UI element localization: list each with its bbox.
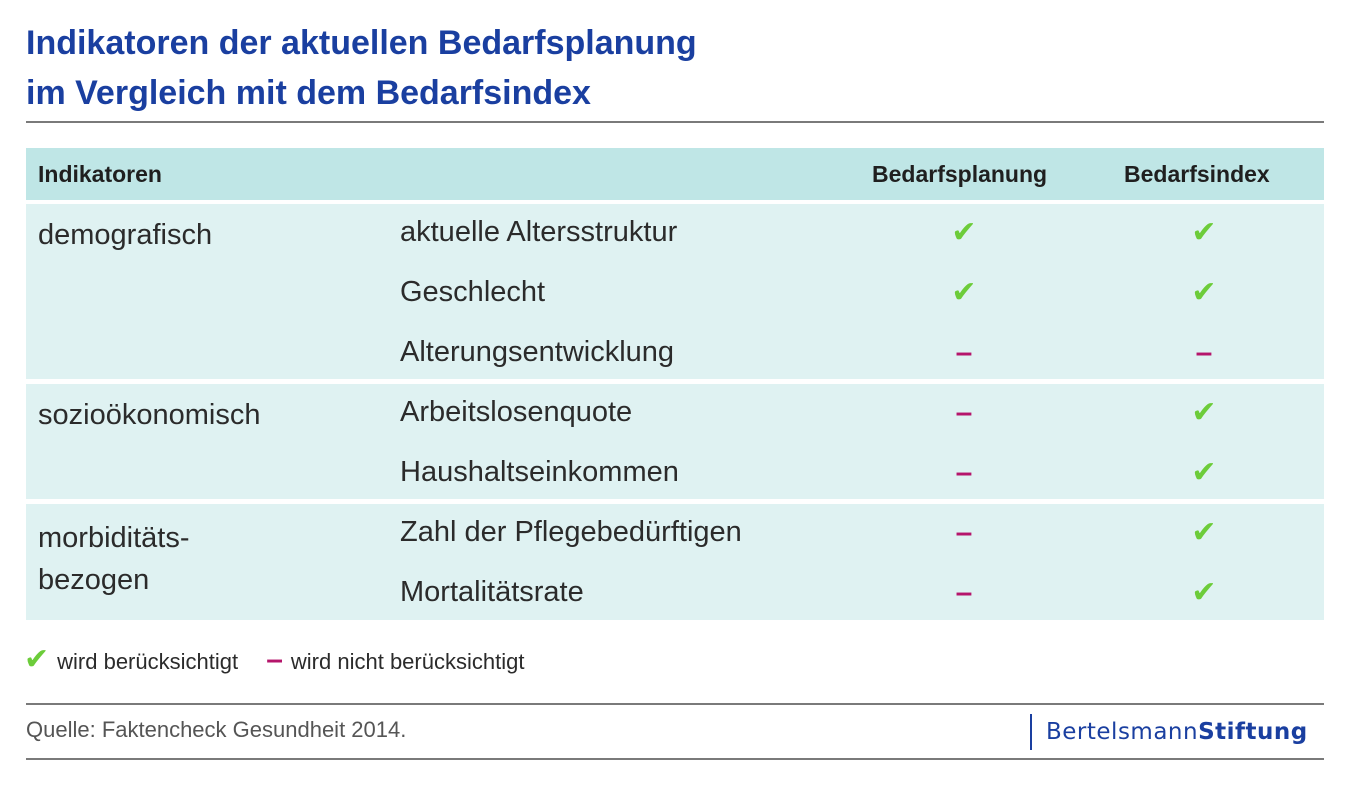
title-line-1: Indikatoren der aktuellen Bedarfsplanung <box>26 24 697 62</box>
table-row: Alterungsentwicklung – – <box>398 324 1324 379</box>
group-label: demografisch <box>38 219 213 251</box>
table-row: aktuelle Altersstruktur ✔ ✔ <box>398 204 1324 261</box>
check-icon: ✔ <box>1191 576 1217 609</box>
row-label: Zahl der Pflegebedürftigen <box>400 516 742 548</box>
page-title: Indikatoren der aktuellen Bedarfsplanung… <box>26 18 1126 118</box>
dash-icon: – <box>1195 336 1213 369</box>
group-label-line-2: bezogen <box>38 564 150 596</box>
divider-bottom-1 <box>26 703 1324 705</box>
dash-icon: – <box>955 456 973 489</box>
table-row: Geschlecht ✔ ✔ <box>398 264 1324 321</box>
check-icon: ✔ <box>1191 276 1217 309</box>
check-icon: ✔ <box>951 216 977 249</box>
check-icon: ✔ <box>1191 456 1217 489</box>
row-label: Mortalitätsrate <box>400 576 584 608</box>
row-label: Arbeitslosenquote <box>400 396 633 428</box>
dash-icon: – <box>955 516 973 549</box>
legend-check-text: wird berücksichtigt <box>57 649 239 674</box>
header-indicators: Indikatoren <box>38 161 162 187</box>
row-label: aktuelle Altersstruktur <box>400 216 678 248</box>
check-icon: ✔ <box>1191 396 1217 429</box>
bertelsmann-stiftung-logo: BertelsmannStiftung <box>1030 714 1308 750</box>
divider-top <box>26 121 1324 123</box>
logo-part-1: Bertelsmann <box>1046 719 1199 745</box>
table-row: Arbeitslosenquote – ✔ <box>398 384 1324 441</box>
source-note: Quelle: Faktencheck Gesundheit 2014. <box>26 717 407 742</box>
dash-icon: – <box>266 643 283 676</box>
header-bedarfsindex: Bedarfsindex <box>1124 161 1270 187</box>
table-row: Haushaltseinkommen – ✔ <box>398 444 1324 499</box>
check-icon: ✔ <box>1191 516 1217 549</box>
header-bedarfsplanung: Bedarfsplanung <box>872 161 1048 187</box>
logo-part-2: Stiftung <box>1198 719 1308 745</box>
title-line-2: im Vergleich mit dem Bedarfsindex <box>26 74 591 112</box>
check-icon: ✔ <box>24 643 50 676</box>
row-label: Alterungsentwicklung <box>400 336 675 368</box>
legend: ✔ wird berücksichtigt – wird nicht berücks… <box>24 640 524 680</box>
group-label-line-1: morbiditäts- <box>38 522 190 554</box>
row-label: Haushaltseinkommen <box>400 456 679 488</box>
dash-icon: – <box>955 576 973 609</box>
group-label: sozioökonomisch <box>38 399 261 431</box>
legend-dash-text: wird nicht berücksichtigt <box>290 649 525 674</box>
table-header: Indikatoren Bedarfsplanung Bedarfsindex <box>26 148 1324 200</box>
dash-icon: – <box>955 336 973 369</box>
row-label: Geschlecht <box>400 276 546 308</box>
check-icon: ✔ <box>951 276 977 309</box>
divider-bottom-2 <box>26 758 1324 760</box>
check-icon: ✔ <box>1191 216 1217 249</box>
dash-icon: – <box>955 396 973 429</box>
table-row: Zahl der Pflegebedürftigen – ✔ <box>398 504 1324 561</box>
table-row: Mortalitätsrate – ✔ <box>398 564 1324 620</box>
